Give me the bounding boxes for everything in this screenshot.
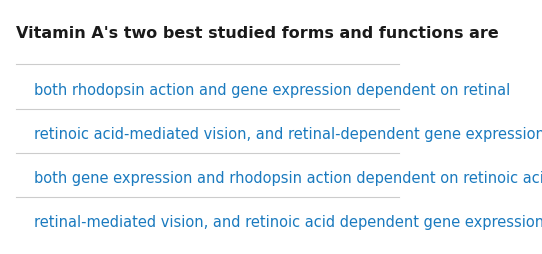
Text: retinal-mediated vision, and retinoic acid dependent gene expression: retinal-mediated vision, and retinoic ac… xyxy=(34,215,542,230)
Text: both gene expression and rhodopsin action dependent on retinoic acid: both gene expression and rhodopsin actio… xyxy=(34,171,542,186)
Text: retinoic acid-mediated vision, and retinal-dependent gene expression: retinoic acid-mediated vision, and retin… xyxy=(34,127,542,142)
Text: both rhodopsin action and gene expression dependent on retinal: both rhodopsin action and gene expressio… xyxy=(34,83,511,98)
Text: Vitamin A's two best studied forms and functions are: Vitamin A's two best studied forms and f… xyxy=(16,26,499,41)
